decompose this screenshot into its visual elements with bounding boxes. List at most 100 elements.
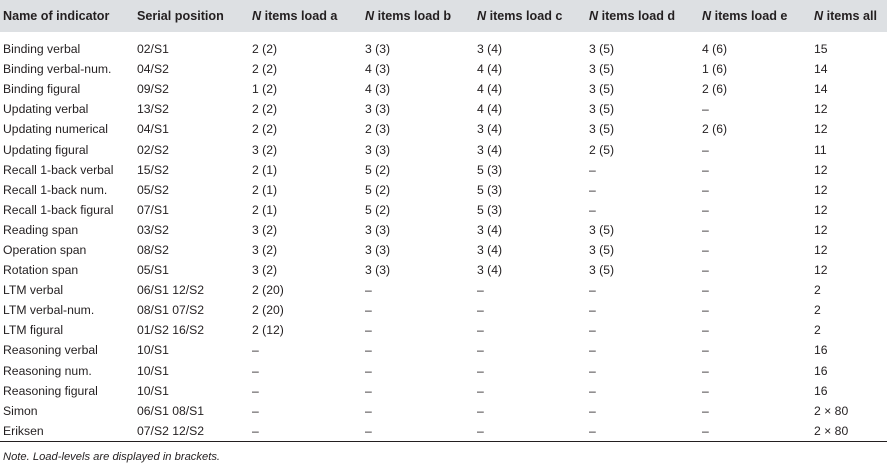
table-cell: 2	[814, 323, 821, 338]
table-cell: 2 (12)	[252, 323, 284, 338]
table-cell: –	[702, 303, 709, 318]
table-cell: –	[702, 383, 709, 398]
indicator-table: Name of indicator Serial position N items …	[0, 0, 887, 442]
column-header-n-symbol: N	[814, 9, 824, 23]
table-row: LTM verbal 06/S1 12/S2 2 (20) – – – – 2	[0, 280, 887, 300]
table-row: Recall 1-back figural 07/S1 2 (1) 5 (2) 5 (3…	[0, 200, 887, 220]
table-cell: 3 (4)	[477, 42, 503, 57]
table-cell: 15/S2	[137, 162, 169, 177]
table-row: Reading span 03/S2 3 (2) 3 (3) 3 (4) 3 (5) – 12	[0, 220, 887, 240]
table-cell: 06/S1 12/S2	[137, 283, 205, 298]
table-cell: 2 × 80	[814, 403, 849, 418]
table-cell: Operation span	[3, 242, 87, 257]
table-cell: 2 (20)	[252, 283, 284, 298]
table-cell: 12	[814, 122, 828, 137]
header-spacer	[0, 32, 887, 39]
table-cell: –	[702, 142, 709, 157]
table-cell: 07/S2 12/S2	[134, 420, 249, 442]
table-cell: 3 (3)	[365, 263, 391, 278]
column-header: N items all	[811, 0, 887, 32]
table-cell: 3 (3)	[365, 42, 391, 57]
table-cell: 14	[814, 82, 828, 97]
column-header-n-symbol: N	[702, 9, 712, 23]
column-header-n-symbol: N	[589, 9, 599, 23]
table-row: Updating verbal 13/S2 2 (2) 3 (3) 4 (4) 3 (5)…	[0, 99, 887, 119]
table-cell: 3 (2)	[252, 222, 278, 237]
table-cell: –	[252, 383, 259, 398]
table-cell: –	[477, 383, 484, 398]
table-cell: 2 × 80	[811, 420, 887, 442]
table-row: Recall 1-back num. 05/S2 2 (1) 5 (2) 5 (3) – –…	[0, 180, 887, 200]
table-cell: –	[589, 343, 596, 358]
table-cell: –	[702, 162, 709, 177]
table-cell: –	[702, 283, 709, 298]
table-row: Binding figural 09/S2 1 (2) 4 (3) 4 (4) 3 (5)…	[0, 79, 887, 99]
table-cell: 3 (4)	[477, 122, 503, 137]
table-cell: –	[477, 283, 484, 298]
table-cell: 14	[814, 62, 828, 77]
table-cell: –	[249, 420, 362, 442]
table-cell: –	[702, 222, 709, 237]
table-cell: Rotation span	[3, 263, 79, 278]
table-cell: 3 (2)	[252, 263, 278, 278]
table-cell: –	[589, 283, 596, 298]
table-cell: –	[474, 420, 586, 442]
table-cell: 3 (5)	[589, 122, 615, 137]
table-cell: 02/S2	[137, 142, 169, 157]
table-cell: 2 (2)	[252, 42, 278, 57]
table-header: Name of indicator Serial position N items …	[0, 0, 887, 32]
table-cell: 3 (5)	[589, 263, 615, 278]
table-cell: 12	[814, 102, 828, 117]
table-cell: 16	[814, 343, 828, 358]
column-header-label: items load e	[711, 9, 788, 23]
table-cell: –	[589, 383, 596, 398]
column-header: N items load d	[586, 0, 699, 32]
table-cell: 02/S1	[137, 42, 169, 57]
table-cell: –	[586, 420, 699, 442]
table-cell: –	[365, 303, 372, 318]
table-cell: Recall 1-back verbal	[3, 162, 114, 177]
table-cell: 16	[814, 383, 828, 398]
table-cell: –	[589, 363, 596, 378]
column-header: N items load e	[699, 0, 811, 32]
table-cell: Reasoning num.	[3, 363, 92, 378]
table-cell: 3 (3)	[365, 222, 391, 237]
table-cell: –	[702, 323, 709, 338]
table-cell: –	[702, 363, 709, 378]
table-cell: 3 (5)	[589, 82, 615, 97]
table-cell: –	[365, 363, 372, 378]
table-cell: Recall 1-back num.	[3, 182, 108, 197]
table-cell: Recall 1-back figural	[3, 202, 114, 217]
table-cell: 15	[814, 42, 828, 57]
table-cell: 12	[814, 222, 828, 237]
column-header-label: items load a	[261, 9, 338, 23]
table-cell: 3 (3)	[365, 102, 391, 117]
column-header-label: items load b	[374, 9, 452, 23]
table-row: Recall 1-back verbal 15/S2 2 (1) 5 (2) 5 (3)…	[0, 160, 887, 180]
table-cell: –	[477, 363, 484, 378]
table-cell: 2 (6)	[702, 82, 728, 97]
table-cell: –	[365, 323, 372, 338]
column-header-label: items load c	[486, 9, 563, 23]
table-cell: –	[589, 323, 596, 338]
column-header-label: items load d	[598, 9, 676, 23]
column-header-label: Name of indicator	[3, 9, 110, 23]
table-cell: –	[252, 403, 259, 418]
table-cell: Reasoning verbal	[3, 343, 98, 358]
table-row: LTM figural 01/S2 16/S2 2 (12) – – – – 2	[0, 320, 887, 340]
table-cell: Binding verbal-num.	[3, 62, 112, 77]
table-cell: 1 (6)	[702, 62, 728, 77]
column-header: N items load c	[474, 0, 586, 32]
table-cell: 09/S2	[137, 82, 169, 97]
table-cell: 05/S1	[137, 263, 169, 278]
table-cell: 12	[814, 162, 828, 177]
table-cell: 12	[814, 242, 828, 257]
table-cell: –	[699, 420, 811, 442]
table-cell: 13/S2	[137, 102, 169, 117]
table-cell: 10/S1	[137, 383, 169, 398]
column-header: Name of indicator	[0, 0, 134, 32]
column-header: Serial position	[134, 0, 249, 32]
table-cell: LTM verbal	[3, 283, 64, 298]
table-row: Simon 06/S1 08/S1 – – – – – 2 × 80	[0, 401, 887, 421]
table-cell: –	[252, 343, 259, 358]
